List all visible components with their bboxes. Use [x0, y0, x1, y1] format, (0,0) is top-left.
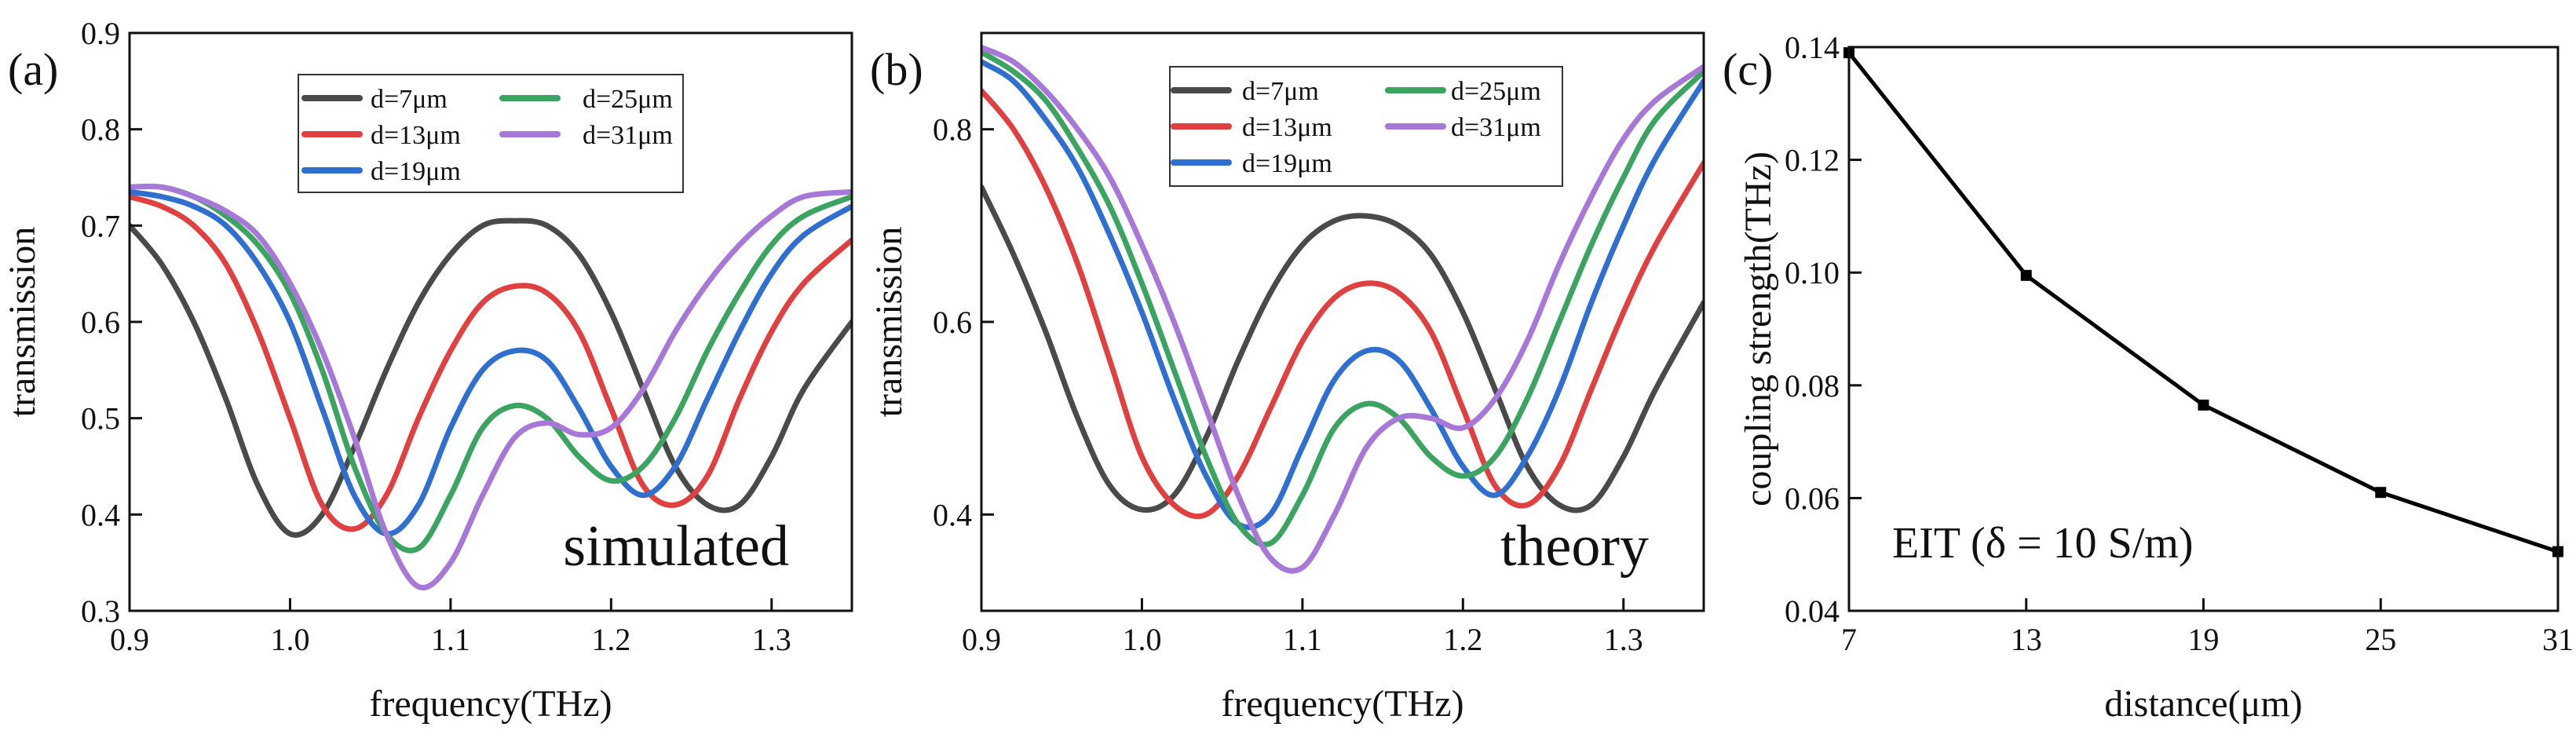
y-tick-label: 0.8 [933, 112, 972, 148]
panel-letter: (b) [870, 44, 923, 95]
data-point-3 [2375, 487, 2387, 499]
x-tick-label: 1.3 [1604, 622, 1643, 657]
y-tick-label: 0.7 [81, 208, 120, 243]
annotation-label: EIT (δ = 10 S/m) [1892, 519, 2194, 568]
data-point-2 [2198, 399, 2209, 411]
x-tick-label: 19 [2188, 622, 2220, 657]
x-tick-label: 1.0 [1122, 622, 1161, 657]
x-tick-label: 1.2 [591, 622, 630, 657]
y-tick-label: 0.04 [1785, 594, 1840, 629]
annotation-label: simulated [563, 514, 789, 579]
legend-label-0: d=7μm [371, 85, 448, 114]
legend-label-4: d=31μm [583, 121, 673, 150]
y-tick-label: 0.9 [81, 16, 120, 51]
series-line-0 [1849, 50, 2558, 554]
series-line-4 [981, 44, 1704, 574]
y-tick-label: 0.06 [1785, 480, 1840, 516]
series-line-1 [130, 194, 852, 532]
y-tick-label: 0.12 [1785, 143, 1840, 178]
legend-label-3: d=25μm [1451, 77, 1541, 106]
y-tick-label: 0.4 [933, 497, 972, 532]
x-axis-title: distance(μm) [2104, 683, 2302, 725]
series-line-0 [130, 217, 852, 538]
x-tick-label: 13 [2011, 622, 2042, 657]
legend-label-2: d=19μm [371, 157, 461, 186]
panel-b: 0.9 1.0 1.1 1.2 1.3 0.4 0.6 0.8 frequency(THz) tr… [868, 31, 1705, 725]
series-line-4 [130, 183, 852, 591]
x-tick-label: 0.9 [110, 622, 149, 657]
y-tick-label: 0.08 [1785, 368, 1840, 404]
y-tick-label: 0.6 [933, 305, 972, 340]
x-tick-label: 7 [1841, 622, 1857, 657]
legend-label-1: d=13μm [1242, 113, 1332, 142]
panel-letter: (c) [1723, 44, 1773, 95]
y-axis-title: transmission [2, 227, 43, 418]
y-tick-label: 0.4 [81, 497, 120, 532]
panel-a: 0.9 1.0 1.1 1.2 1.3 0.3 0.4 0.5 0.6 0.7 0.8 0.9 freq… [2, 16, 853, 725]
panel-c: 7 13 19 25 31 0.04 0.06 0.08 0.10 0.12 0.14 distanc… [1723, 30, 2574, 725]
x-axis-title: frequency(THz) [369, 683, 612, 725]
legend-label-2: d=19μm [1242, 149, 1332, 178]
x-tick-label: 0.9 [962, 622, 1001, 657]
y-tick-label: 0.6 [81, 305, 120, 340]
legend-label-1: d=13μm [371, 121, 461, 150]
x-tick-label: 1.3 [752, 622, 791, 657]
y-tick-label: 0.8 [81, 112, 120, 148]
panel-letter: (a) [8, 44, 58, 95]
x-tick-label: 31 [2542, 622, 2574, 657]
series-line-2 [981, 59, 1704, 531]
x-tick-label: 1.0 [270, 622, 309, 657]
annotation-label: theory [1500, 514, 1649, 579]
legend-label-0: d=7μm [1242, 77, 1319, 106]
y-tick-label: 0.3 [81, 594, 120, 629]
y-tick-label: 0.14 [1785, 30, 1840, 65]
series-line-0 [981, 184, 1704, 513]
y-axis-title: transmission [868, 227, 910, 418]
data-point-1 [2020, 269, 2032, 281]
x-tick-label: 1.2 [1443, 622, 1482, 657]
x-axis-title: frequency(THz) [1221, 683, 1463, 725]
legend-label-4: d=31μm [1451, 113, 1541, 142]
series-line-1 [981, 88, 1704, 520]
series-line-3 [130, 183, 852, 554]
y-tick-label: 0.5 [81, 401, 120, 437]
x-tick-label: 1.1 [1283, 622, 1322, 657]
x-tick-label: 1.1 [431, 622, 470, 657]
x-tick-label: 25 [2365, 622, 2396, 657]
series-line-3 [981, 49, 1704, 548]
y-tick-label: 0.10 [1785, 255, 1840, 290]
legend-label-3: d=25μm [583, 85, 673, 114]
legend-box [1169, 66, 1563, 187]
series-line-2 [130, 188, 852, 537]
y-axis-title: coupling strength(THz) [1737, 152, 1779, 506]
